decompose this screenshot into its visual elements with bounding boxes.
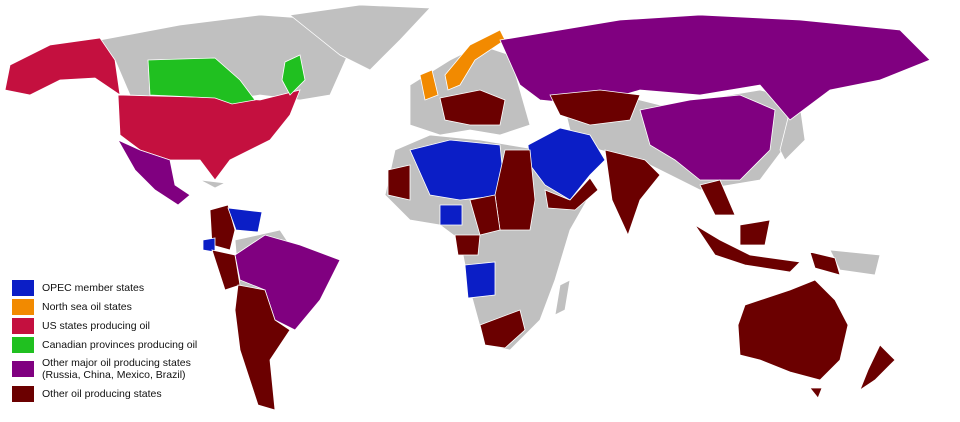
legend-item-canadian: Canadian provinces producing oil bbox=[12, 335, 202, 354]
legend-item-opec: OPEC member states bbox=[12, 278, 202, 297]
legend-swatch bbox=[12, 317, 34, 334]
kazakhstan bbox=[549, 89, 641, 126]
canadian-provinces bbox=[147, 57, 256, 105]
legend-swatch bbox=[12, 385, 34, 402]
legend-label: Other major oil producing states (Russia… bbox=[42, 357, 191, 381]
legend-item-other-major: Other major oil producing states (Russia… bbox=[12, 354, 202, 384]
angola bbox=[464, 261, 496, 299]
mauritania bbox=[387, 164, 411, 201]
alaska bbox=[4, 37, 121, 96]
yemen-oman bbox=[544, 177, 599, 211]
legend-swatch bbox=[12, 298, 34, 315]
newfoundland bbox=[281, 54, 306, 96]
tasmania bbox=[809, 387, 823, 399]
legend-item-other: Other oil producing states bbox=[12, 384, 202, 403]
papua-new-guinea bbox=[809, 251, 841, 276]
uk bbox=[419, 69, 439, 101]
gabon-congo bbox=[454, 234, 481, 256]
new-zealand bbox=[859, 344, 896, 392]
india bbox=[604, 149, 661, 237]
legend-label: North sea oil states bbox=[42, 300, 132, 313]
norway bbox=[444, 29, 506, 91]
mexico bbox=[117, 139, 191, 206]
europe-producers bbox=[439, 89, 506, 126]
legend-label: Canadian provinces producing oil bbox=[42, 338, 198, 351]
legend: OPEC member states North sea oil states … bbox=[12, 278, 202, 403]
argentina-chile bbox=[234, 284, 291, 411]
legend-swatch bbox=[12, 361, 34, 377]
madagascar bbox=[554, 279, 571, 316]
legend-swatch bbox=[12, 336, 34, 353]
legend-label: Other oil producing states bbox=[42, 387, 162, 400]
middle-east-opec bbox=[527, 127, 606, 201]
australia bbox=[737, 279, 849, 381]
nigeria bbox=[439, 204, 463, 226]
venezuela bbox=[227, 207, 263, 233]
brazil bbox=[234, 234, 341, 331]
chad-central bbox=[469, 194, 501, 236]
legend-label: OPEC member states bbox=[42, 281, 145, 294]
indonesia-malaysia bbox=[694, 219, 801, 273]
south-africa bbox=[479, 309, 526, 349]
greenland bbox=[289, 4, 431, 71]
southeast-asia bbox=[699, 179, 736, 216]
legend-label: US states producing oil bbox=[42, 319, 150, 332]
legend-item-us-states: US states producing oil bbox=[12, 316, 202, 335]
china bbox=[639, 94, 776, 181]
legend-item-north-sea: North sea oil states bbox=[12, 297, 202, 316]
legend-swatch bbox=[12, 279, 34, 296]
caribbean-cuba bbox=[199, 179, 227, 189]
